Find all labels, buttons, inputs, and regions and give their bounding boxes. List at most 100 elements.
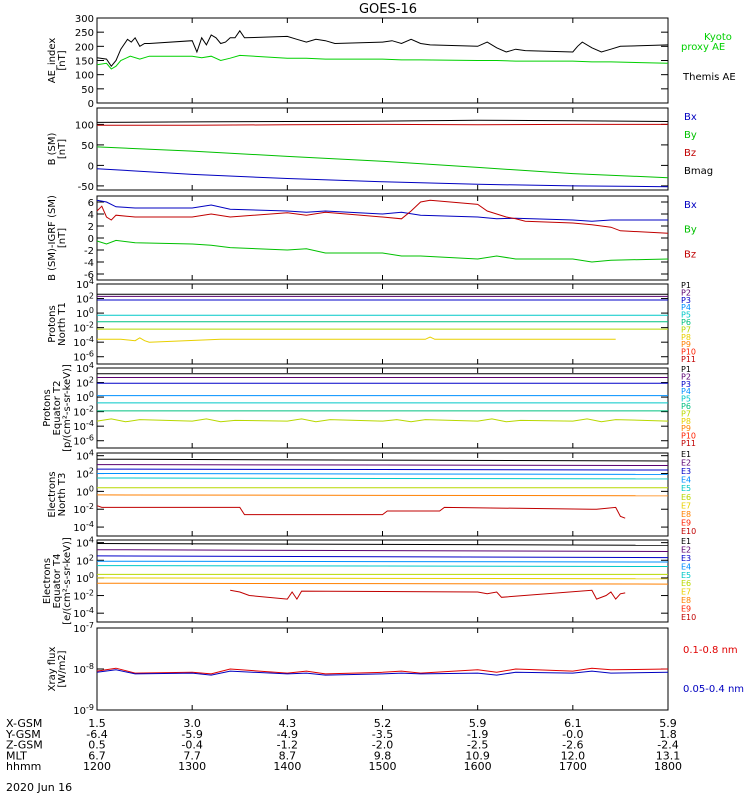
y-tick-label: 104	[76, 536, 94, 550]
x-row-value: 10.9	[465, 749, 490, 762]
legend: Bx By Bz Bmag	[684, 112, 713, 177]
y-tick-label: 102	[76, 467, 94, 481]
y-tick-label: 250	[75, 28, 94, 39]
legend-entry: P11	[681, 355, 696, 364]
legend-entry: P5	[681, 395, 691, 404]
legend-entry: Bmag	[684, 166, 713, 177]
legend-entry: E3	[681, 467, 691, 476]
legend-entry: Bz	[684, 148, 696, 159]
x-row-value: -0.4	[181, 739, 202, 752]
series-line-3	[96, 168, 669, 188]
x-row-value: 0.5	[88, 739, 106, 752]
x-row-value: -4.9	[277, 728, 298, 741]
x-row-value: -2.6	[562, 739, 583, 752]
series-line-4	[96, 477, 669, 480]
series-line-4	[96, 565, 669, 567]
legend-entry: E8	[681, 510, 691, 519]
y-tick-label: 10-6	[73, 434, 94, 448]
panel-frame	[96, 627, 669, 711]
legend-entry: P10	[681, 432, 696, 441]
x-row-value: 5.9	[659, 717, 677, 730]
legend-entry: P4	[681, 303, 691, 312]
legend-entry: E2	[681, 459, 691, 468]
series-line-6	[97, 336, 616, 343]
x-row-value: 1600	[464, 760, 492, 773]
y-tick-label: 300	[75, 14, 94, 25]
panel-frame	[96, 367, 669, 449]
legend-entry: P5	[681, 311, 691, 320]
series-line-0	[96, 119, 669, 123]
series-line-8	[230, 589, 626, 601]
x-row-value: -1.9	[467, 728, 488, 741]
legend-entry: P3	[681, 380, 691, 389]
legend-entry: E7	[681, 501, 691, 510]
y-tick-label: 102	[76, 292, 94, 306]
panel-b: -50 0 50 100 B (SM) [nT] Bx By Bz Bmag	[47, 107, 713, 193]
series-line-1	[96, 549, 669, 552]
y-axis-label: North T1	[57, 302, 68, 346]
series-line-1	[97, 123, 668, 126]
legend-entry: E8	[681, 596, 691, 605]
y-tick-label: -4	[84, 258, 94, 269]
series-line-1	[96, 54, 669, 70]
series-line-0	[96, 667, 669, 675]
x-row-value: 6.7	[88, 749, 106, 762]
y-tick-label: 100	[76, 390, 94, 404]
series-line-1	[96, 464, 669, 466]
y-tick-label: 0	[88, 234, 94, 245]
y-tick-label: 102	[76, 376, 94, 390]
y-axis-label: Protons	[47, 305, 58, 342]
x-row-value: 1500	[369, 760, 397, 773]
legend-entry: E3	[681, 554, 691, 563]
x-row-value: -3.5	[372, 728, 393, 741]
x-row-value: 3.0	[183, 717, 201, 730]
y-tick-label: 2	[88, 222, 94, 233]
x-row-value: 5.9	[469, 717, 487, 730]
x-row-value: 9.8	[374, 749, 392, 762]
panel-xray: 10-7 10-8 10-9 Xray flux [W/m2] 0.1-0.8 nm 0.0…	[47, 621, 744, 717]
y-tick-label: 100	[75, 120, 94, 131]
x-row-value: 4.3	[279, 717, 297, 730]
x-row-label: Y-GSM	[5, 728, 41, 741]
series-line-2	[96, 146, 669, 179]
legend-entry: E10	[681, 613, 696, 622]
y-tick-label: 10-4	[73, 419, 94, 433]
x-row-value: -1.2	[277, 739, 298, 752]
y-axis-label: [nT]	[57, 50, 68, 70]
y-tick-label: 4	[88, 210, 94, 221]
series-line-6	[96, 418, 669, 423]
series-line-2	[96, 239, 669, 263]
y-axis-label: North T3	[57, 473, 68, 517]
x-row-value: -5.9	[181, 728, 202, 741]
y-axis-label: Protons	[42, 389, 53, 426]
y-tick-label: 10-9	[73, 703, 94, 717]
y-tick-label: -50	[78, 182, 94, 193]
x-row-value: -2.0	[372, 739, 393, 752]
legend-entry: P10	[681, 348, 696, 357]
y-tick-label: 10-2	[73, 589, 94, 603]
legend-entry: E4	[681, 476, 691, 485]
x-row-value: 8.7	[279, 749, 297, 762]
legend-entry: E6	[681, 493, 691, 502]
legend: 0.1-0.8 nm 0.05-0.4 nm	[683, 645, 744, 695]
x-row-label: Z-GSM	[6, 739, 43, 752]
legend-entry: E6	[681, 579, 691, 588]
legend-entry: By	[684, 130, 697, 141]
legend-entry: 0.05-0.4 nm	[683, 684, 744, 695]
series-line-1	[96, 199, 669, 234]
y-axis-label: [p/(cm²-s-sr-keV)]	[62, 364, 73, 452]
y-axis-label: Equator T2	[52, 381, 63, 436]
x-row-value: 1200	[83, 760, 111, 773]
y-tick-label: 102	[76, 553, 94, 567]
legend-entry: By	[684, 225, 697, 236]
series-line-3	[96, 560, 669, 563]
y-axis-label: Electrons	[42, 558, 53, 604]
y-axis-label: Electrons	[47, 471, 58, 517]
